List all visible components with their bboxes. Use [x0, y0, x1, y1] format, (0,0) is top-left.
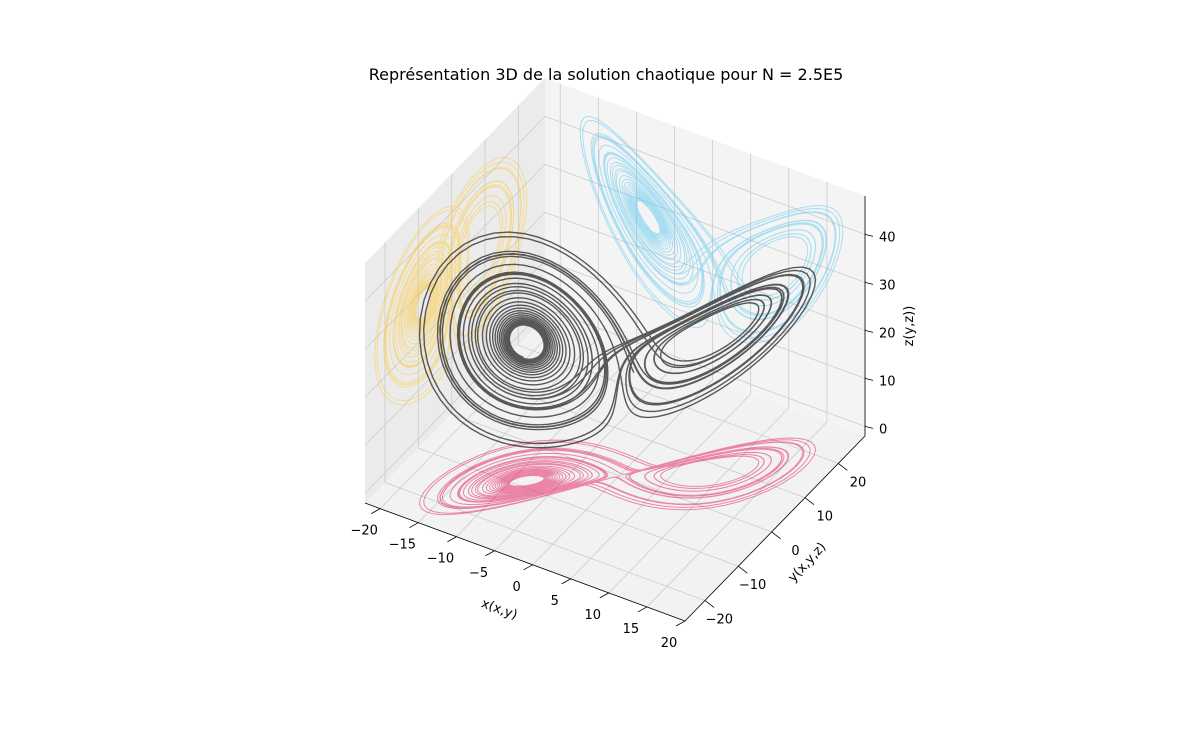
y-tick-label: 0: [791, 544, 799, 559]
grid-line: [518, 345, 839, 464]
x-tick-mark: [523, 564, 533, 571]
y-tick-mark: [838, 463, 848, 471]
grid-line: [451, 413, 772, 533]
z-tick-mark: [864, 426, 874, 429]
y-tick-label: −20: [706, 612, 733, 627]
axis-ticks: −20 −15 −10 −5 0 5 10 15 20 −20 −10 0 10 20 0 10 20 30 40: [351, 196, 896, 651]
z-tick-label: 40: [879, 230, 896, 245]
left-pane: [365, 78, 545, 503]
x-tick-mark: [637, 606, 648, 613]
y-tick-label: −10: [739, 578, 766, 593]
x-tick-mark: [371, 508, 381, 514]
trajectory-curve: [418, 231, 817, 449]
grid-line: [646, 421, 828, 608]
x-tick-mark: [561, 578, 571, 585]
y-tick-mark: [771, 531, 781, 540]
grid-line: [570, 393, 752, 580]
y-tick-label: 20: [850, 475, 867, 490]
x-tick-label: −10: [427, 552, 454, 567]
z-tick-mark: [864, 378, 874, 381]
y-axis-line: [684, 435, 866, 622]
x-tick-mark: [447, 536, 457, 543]
projection-yz-curve: [579, 115, 844, 344]
grid-line: [544, 308, 866, 427]
x-tick-label: −15: [389, 538, 416, 553]
grid-line: [364, 308, 546, 494]
grid-line: [494, 365, 675, 552]
z-tick-label: 30: [879, 278, 896, 293]
grid-line: [384, 482, 706, 601]
grid-line: [418, 447, 739, 567]
z-tick-label: 0: [879, 422, 887, 437]
grid-line: [532, 379, 713, 566]
grid-line: [544, 212, 866, 331]
grid-line: [418, 337, 599, 523]
grid-line: [379, 323, 561, 509]
y-tick-label: 10: [816, 510, 833, 525]
x-tick-mark: [599, 592, 610, 599]
x-tick-mark: [485, 550, 495, 557]
chart-title: Représentation 3D de la solution chaotiq…: [369, 65, 844, 84]
projection-xy-curve: [419, 437, 817, 516]
x-tick-label: −20: [351, 524, 378, 539]
grid-line: [544, 164, 866, 283]
grid-line: [544, 116, 866, 235]
x-axis-label: x(x,y): [479, 596, 519, 623]
x-tick-label: 15: [623, 622, 640, 637]
y-tick-mark: [704, 600, 715, 608]
grid-line: [608, 407, 790, 594]
y-tick-mark: [804, 497, 815, 505]
x-tick-label: 10: [585, 608, 602, 623]
z-tick-mark: [864, 234, 874, 237]
x-tick-label: −5: [469, 566, 488, 581]
z-tick-mark: [864, 282, 874, 285]
trajectory-3d-curve: [418, 231, 817, 449]
z-tick-label: 20: [879, 326, 896, 341]
grid-line: [364, 116, 546, 302]
x-tick-label: 0: [512, 580, 520, 595]
x-tick-label: 5: [551, 594, 559, 609]
x-tick-mark: [675, 620, 686, 627]
z-tick-mark: [864, 330, 874, 333]
x-tick-label: 20: [661, 636, 678, 651]
z-axis-label: z(y,z)): [902, 306, 917, 347]
x-tick-mark: [409, 522, 419, 529]
z-tick-label: 10: [879, 374, 896, 389]
y-tick-mark: [738, 565, 748, 574]
